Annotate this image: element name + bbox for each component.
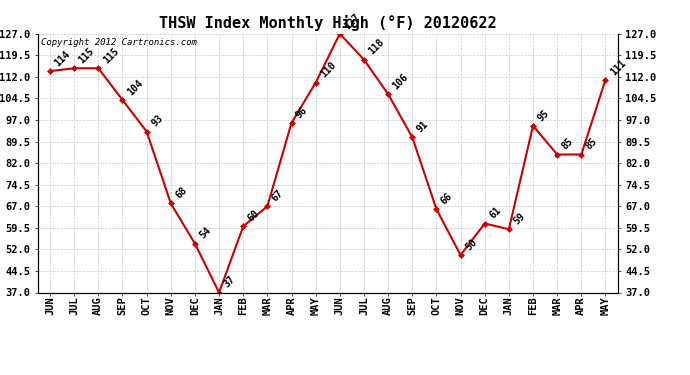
Text: 127: 127 xyxy=(343,12,362,31)
Title: THSW Index Monthly High (°F) 20120622: THSW Index Monthly High (°F) 20120622 xyxy=(159,15,497,31)
Text: Copyright 2012 Cartronics.com: Copyright 2012 Cartronics.com xyxy=(41,38,197,46)
Text: 59: 59 xyxy=(512,211,527,226)
Text: 50: 50 xyxy=(464,237,479,252)
Text: 91: 91 xyxy=(415,119,431,135)
Text: 106: 106 xyxy=(391,72,411,92)
Text: 95: 95 xyxy=(536,108,551,123)
Text: 115: 115 xyxy=(77,46,97,66)
Text: 66: 66 xyxy=(440,191,455,206)
Text: 60: 60 xyxy=(246,208,262,224)
Text: 68: 68 xyxy=(174,185,189,201)
Text: 93: 93 xyxy=(150,113,165,129)
Text: 37: 37 xyxy=(222,274,237,290)
Text: 61: 61 xyxy=(488,206,503,221)
Text: 85: 85 xyxy=(560,136,575,152)
Text: 110: 110 xyxy=(319,60,338,80)
Text: 85: 85 xyxy=(584,136,600,152)
Text: 118: 118 xyxy=(367,38,386,57)
Text: 54: 54 xyxy=(198,225,213,241)
Text: 96: 96 xyxy=(295,105,310,120)
Text: 111: 111 xyxy=(609,57,628,77)
Text: 114: 114 xyxy=(53,49,72,68)
Text: 115: 115 xyxy=(101,46,121,66)
Text: 67: 67 xyxy=(270,188,286,204)
Text: 104: 104 xyxy=(126,78,145,97)
